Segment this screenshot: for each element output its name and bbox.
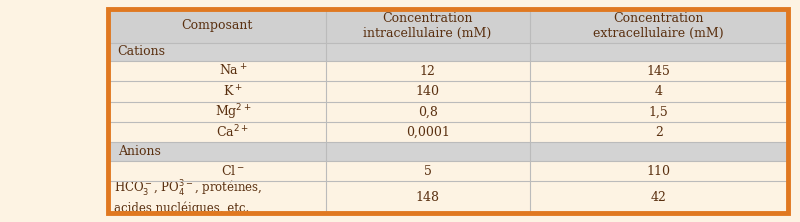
Bar [108, 61, 326, 81]
Text: 145: 145 [647, 65, 670, 78]
Bar [108, 81, 326, 102]
Text: Na$^+$: Na$^+$ [218, 64, 247, 79]
Text: 4: 4 [654, 85, 662, 98]
Text: 0,8: 0,8 [418, 105, 438, 119]
Bar [108, 161, 326, 181]
Text: K$^+$: K$^+$ [223, 84, 242, 99]
Bar [530, 161, 788, 181]
Bar [326, 81, 530, 102]
Bar [530, 61, 788, 81]
Text: Concentration
extracellulaire (mM): Concentration extracellulaire (mM) [594, 12, 724, 40]
Bar [326, 122, 530, 143]
Text: HCO$_3^-$, PO$_4^{3-}$, protéines,
acides nucléiques, etc.: HCO$_3^-$, PO$_4^{3-}$, protéines, acide… [114, 179, 263, 215]
Bar [530, 122, 788, 143]
Bar [108, 143, 788, 161]
Text: Cl$^-$: Cl$^-$ [221, 164, 245, 178]
Text: Concentration
intracellulaire (mM): Concentration intracellulaire (mM) [363, 12, 492, 40]
Bar [530, 102, 788, 122]
Text: 12: 12 [420, 65, 435, 78]
Text: Composant: Composant [181, 19, 253, 32]
Text: Mg$^{2+}$: Mg$^{2+}$ [214, 102, 251, 122]
Text: 140: 140 [416, 85, 440, 98]
Text: Anions: Anions [118, 145, 161, 158]
Bar [326, 181, 530, 213]
Text: 110: 110 [646, 165, 670, 178]
Bar [108, 9, 326, 43]
Bar [530, 181, 788, 213]
Text: 1,5: 1,5 [649, 105, 669, 119]
Text: 0,0001: 0,0001 [406, 126, 450, 139]
Bar [326, 9, 530, 43]
Bar [326, 161, 530, 181]
Text: 5: 5 [424, 165, 431, 178]
Text: Cations: Cations [118, 46, 166, 58]
Bar [530, 9, 788, 43]
Bar [326, 61, 530, 81]
Bar [326, 102, 530, 122]
Bar [108, 102, 326, 122]
Bar [108, 181, 326, 213]
Text: 42: 42 [651, 191, 666, 204]
Text: Ca$^{2+}$: Ca$^{2+}$ [217, 124, 249, 141]
Text: 2: 2 [655, 126, 662, 139]
Bar [108, 43, 788, 61]
Bar [530, 81, 788, 102]
Text: 148: 148 [416, 191, 440, 204]
Bar [108, 122, 326, 143]
